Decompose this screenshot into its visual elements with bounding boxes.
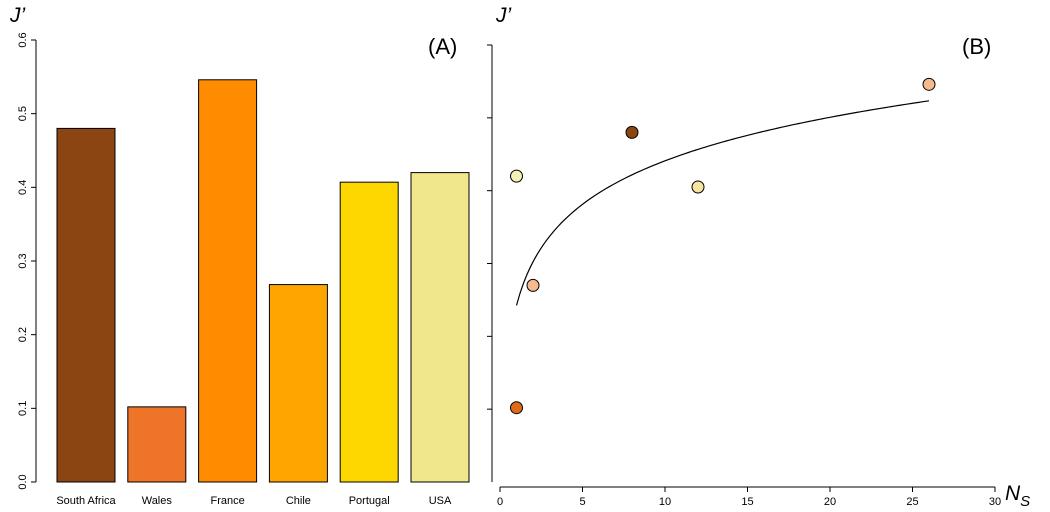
- panel-b-x-tick-label: 30: [989, 496, 1001, 508]
- panel-a-y-tick-label: 0.0: [17, 474, 29, 489]
- panel-a-bar-chart: J’ (A) 0.0 0.1 0.2 0.3 0.4 0.5 0.6 South Afric…: [9, 4, 470, 507]
- panel-a-x-tick-label: Portugal: [349, 495, 390, 507]
- panel-b-points: [510, 77, 936, 415]
- panel-b-fit-curve: [515, 100, 930, 306]
- bar-chile: [268, 284, 328, 483]
- bar-portugal: [339, 181, 399, 483]
- panel-a-x-tick-label: France: [210, 495, 244, 507]
- scatter-point: [691, 180, 705, 194]
- scatter-point: [526, 278, 540, 292]
- panel-b-x-tick-label: 20: [824, 496, 836, 508]
- panel-a-y-tick-label: 0.2: [17, 327, 29, 342]
- panel-a-bars: [56, 79, 470, 483]
- scatter-point: [510, 169, 523, 183]
- panel-a-x-tick-label: Chile: [286, 495, 311, 507]
- panel-b-x-tick-label: 15: [741, 496, 753, 508]
- panel-a-x-tick-label: USA: [429, 495, 452, 507]
- panel-b-y-ticks: [487, 44, 492, 410]
- panel-b-x-axis-title: NS: [1005, 482, 1030, 510]
- panel-a-y-axis-title: J’: [9, 4, 26, 27]
- panel-a-y-tick-label: 0.1: [17, 401, 29, 416]
- panel-b-x-tick-label: 10: [659, 496, 671, 508]
- panel-a-y-tick-label: 0.6: [17, 32, 29, 47]
- panel-b-x-tick-label: 5: [579, 496, 585, 508]
- panel-a-y-tick-label: 0.3: [17, 253, 29, 268]
- panel-b-label: (B): [962, 34, 991, 59]
- panel-a-x-tick-label: Wales: [142, 495, 173, 507]
- bar-usa: [410, 172, 470, 483]
- panel-b-y-axis-title: J’: [495, 4, 512, 27]
- panel-a-y-tick-label: 0.4: [17, 180, 29, 195]
- panel-b-x-axis-title-subscript: S: [1020, 493, 1030, 510]
- scatter-point: [625, 125, 639, 139]
- panel-b-scatter-plot: J’ (B) 0 5 10 15 20 25 30 NS: [487, 4, 1030, 510]
- panel-a-label: (A): [428, 34, 457, 59]
- panel-b-x-axis-title-main: N: [1005, 482, 1021, 505]
- bar-france: [198, 79, 258, 483]
- scatter-point: [510, 401, 523, 415]
- panel-a-y-ticks: 0.0 0.1 0.2 0.3 0.4 0.5 0.6: [17, 32, 36, 490]
- panel-a-y-tick-label: 0.5: [17, 106, 29, 121]
- panel-a-x-tick-labels: South Africa Wales France Chile Portugal USA: [56, 495, 452, 507]
- panel-b-x-tick-label: 25: [906, 496, 918, 508]
- panel-a-x-tick-label: South Africa: [56, 495, 116, 507]
- bar-south-africa: [56, 127, 116, 483]
- scatter-point: [922, 77, 936, 91]
- bar-wales: [127, 406, 187, 483]
- panel-b-x-ticks: 0 5 10 15 20 25 30: [497, 487, 1001, 508]
- panel-b-x-tick-label: 0: [497, 496, 503, 508]
